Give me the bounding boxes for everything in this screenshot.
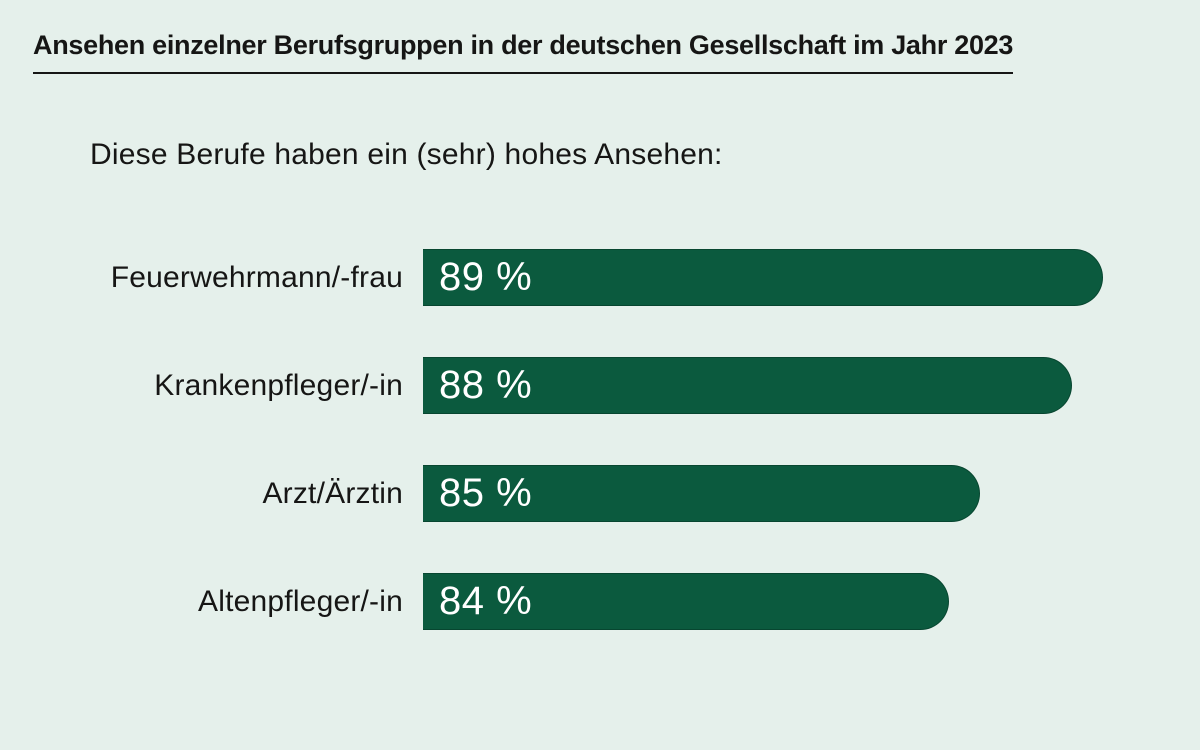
bar: 85 % bbox=[423, 465, 980, 522]
category-label: Arzt/Ärztin bbox=[262, 476, 403, 510]
bar: 89 % bbox=[423, 249, 1103, 306]
bar-value-label: 84 % bbox=[439, 579, 533, 623]
bar-row: Altenpfleger/-in 84 % bbox=[0, 573, 1200, 630]
bar-row: Arzt/Ärztin 85 % bbox=[0, 465, 1200, 522]
bar: 84 % bbox=[423, 573, 949, 630]
chart-title: Ansehen einzelner Berufsgruppen in der d… bbox=[33, 30, 1013, 74]
bar-row: Krankenpfleger/-in 88 % bbox=[0, 357, 1200, 414]
bar-row: Feuerwehrmann/-frau 89 % bbox=[0, 249, 1200, 306]
bar-value-label: 89 % bbox=[439, 255, 533, 299]
category-label: Krankenpfleger/-in bbox=[154, 368, 403, 402]
bar-chart: Feuerwehrmann/-frau 89 % Krankenpfleger/-i… bbox=[0, 249, 1200, 681]
bar: 88 % bbox=[423, 357, 1072, 414]
bar-value-label: 88 % bbox=[439, 363, 533, 407]
bar-value-label: 85 % bbox=[439, 471, 533, 515]
chart-subtitle: Diese Berufe haben ein (sehr) hohes Anse… bbox=[90, 138, 723, 171]
category-label: Feuerwehrmann/-frau bbox=[110, 260, 403, 294]
category-label: Altenpfleger/-in bbox=[198, 584, 403, 618]
